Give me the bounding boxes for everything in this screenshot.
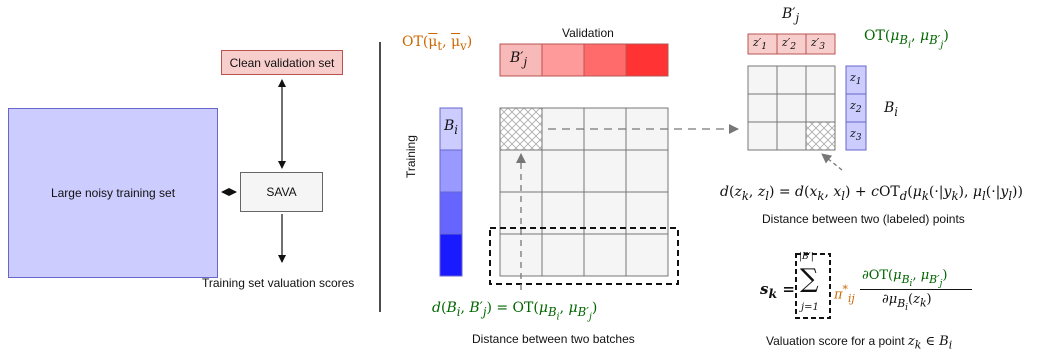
- validation-cell-2: [541, 43, 585, 77]
- scores-label: Training set valuation scores: [202, 276, 355, 290]
- bi-label: Bi: [444, 118, 459, 137]
- pi-term: π*ij: [834, 283, 855, 305]
- validation-set-label: Clean validation set: [229, 55, 335, 70]
- point-distance-caption: Distance between two (labeled) points: [762, 212, 965, 226]
- large-noisy-training-set-box: Large noisy training set: [8, 108, 218, 278]
- hatched-cell: [499, 107, 543, 151]
- sava-box: SAVA: [240, 172, 323, 212]
- training-cell-3: [439, 191, 463, 235]
- z-prime-2: z′2: [782, 36, 797, 53]
- z-3: z3: [850, 127, 862, 144]
- z-prime-3: z′3: [811, 36, 826, 53]
- sum-lower: j=1: [801, 302, 819, 313]
- validation-cell-3: [583, 43, 627, 77]
- training-set-label: Large noisy training set: [50, 186, 176, 200]
- score-lhs: sk =: [760, 280, 795, 301]
- batch-distance-grid: [499, 107, 669, 277]
- sum-box: [795, 253, 831, 319]
- fraction-numerator: ∂OT(μBi, μB′j): [862, 268, 948, 289]
- highlighted-row: [489, 227, 679, 285]
- validation-bar: [499, 43, 669, 77]
- bj-title: B′j: [782, 6, 800, 25]
- batch-distance-caption: Distance between two batches: [472, 332, 635, 346]
- batch-distance-formula: d(Bi, B′j) = OT(μBi, μB′j): [432, 300, 598, 323]
- bi-zoom-label: Bi: [884, 100, 899, 119]
- fraction-bar: [860, 289, 972, 290]
- z-1: z1: [850, 71, 862, 88]
- z-2: z2: [850, 99, 862, 116]
- bj-label: B′j: [510, 50, 528, 69]
- z-prime-bar: [747, 33, 836, 55]
- training-cell-2: [439, 149, 463, 193]
- formula-to-zoom-cell-arrow: [821, 153, 843, 171]
- point-distance-formula: d(zk, zl) = d(xk, xl) + cOTd(μk(·|yk), μ…: [720, 184, 1023, 203]
- training-cell-4: [439, 233, 463, 277]
- sum-symbol: ∑: [800, 264, 819, 294]
- zoom-hatched-cell: [805, 121, 836, 151]
- training-label: Training: [404, 135, 418, 178]
- clean-validation-set-box: Clean validation set: [221, 50, 343, 75]
- sava-label: SAVA: [266, 185, 297, 199]
- fraction-denominator: ∂μBi(zk): [882, 292, 932, 313]
- validation-label: Validation: [562, 26, 614, 40]
- ot-global-label: OT(μt, μv): [402, 34, 473, 53]
- z-bar: [845, 65, 867, 151]
- point-distance-grid: [747, 65, 836, 151]
- validation-cell-1: [499, 43, 543, 77]
- validation-cell-4: [625, 43, 669, 77]
- training-bar: [439, 107, 463, 277]
- z-prime-1: z′1: [753, 36, 768, 53]
- sum-upper: |B′|: [799, 252, 814, 262]
- ot-batch-label: OT(μBi, μB′j): [864, 28, 949, 51]
- score-caption: Valuation score for a point zk ∈ Bi: [766, 334, 953, 352]
